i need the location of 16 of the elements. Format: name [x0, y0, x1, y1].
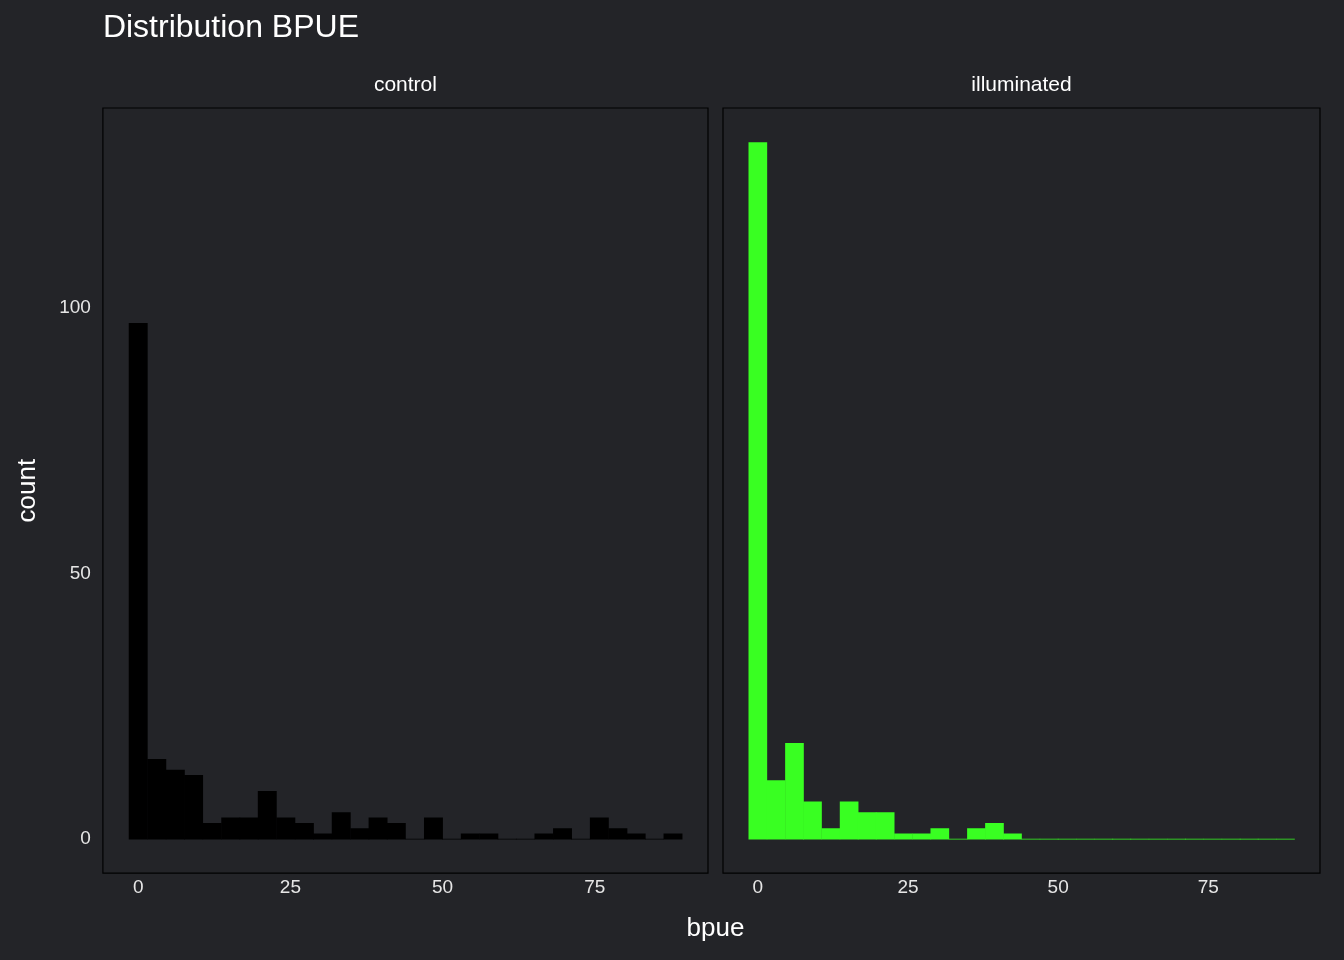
chart-subtitle: control	[372, 72, 438, 96]
y-axis-title: count	[10, 458, 41, 523]
x-tick-label: 75	[1197, 875, 1219, 897]
x-tick-label: 0	[132, 875, 144, 897]
x-tick-label: 25	[279, 875, 301, 897]
x-axis-title: bpue	[685, 912, 746, 943]
x-tick-label: 0	[752, 875, 764, 897]
y-tick-label: 100	[59, 295, 91, 317]
x-tick-label: 25	[897, 875, 919, 897]
x-tick-label: 50	[432, 875, 454, 897]
x-tick-label: 75	[584, 875, 606, 897]
x-tick-label: 50	[1047, 875, 1069, 897]
y-tick-label: 0	[80, 827, 91, 849]
chart-subtitle: illuminated	[970, 72, 1073, 96]
chart-title: Distribution BPUE	[102, 8, 359, 45]
y-tick-label: 50	[69, 561, 91, 583]
